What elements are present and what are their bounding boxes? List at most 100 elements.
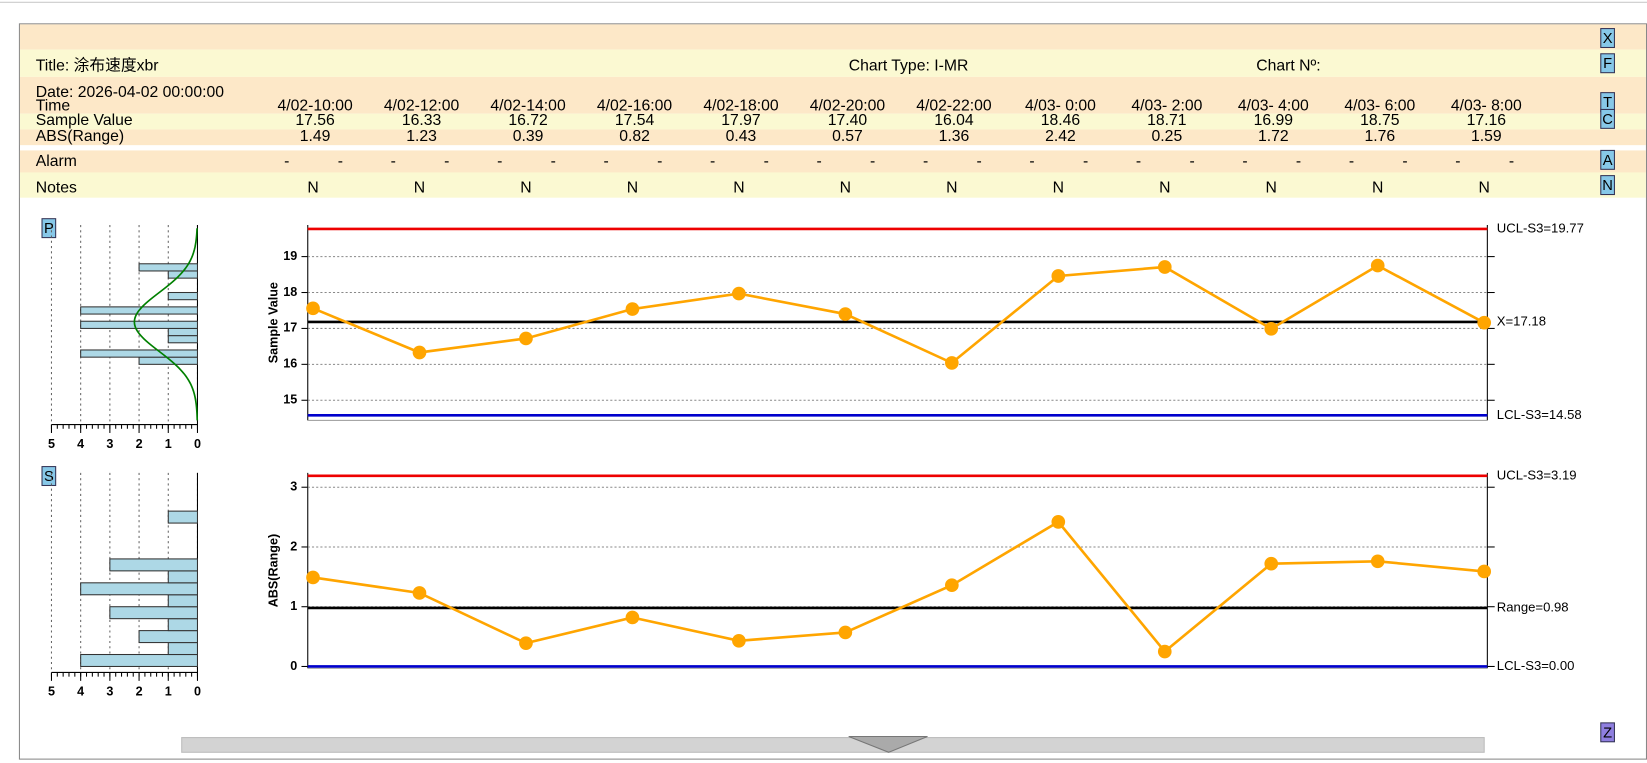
time-cell: 4/03- 4:00	[1238, 97, 1309, 114]
histogram-bar	[167, 327, 198, 337]
x-tick-label: 2	[136, 685, 143, 699]
time-cell: 4/03- 0:00	[1025, 97, 1096, 114]
button-face[interactable]	[1600, 149, 1615, 170]
data-point	[625, 302, 640, 316]
range-cell: 0.57	[832, 128, 863, 145]
row-band	[19, 76, 1646, 114]
alarm-cell: -	[1402, 153, 1407, 170]
histogram-bar	[109, 558, 198, 572]
x-tick-label: 4	[77, 437, 84, 451]
time-cell: 4/03- 8:00	[1451, 97, 1522, 114]
control-line-label: LCL-S3=14.58	[1497, 407, 1582, 422]
data-point	[1264, 321, 1279, 336]
normal-curve	[133, 228, 199, 421]
row-band	[19, 24, 1646, 50]
button-face[interactable]	[1600, 108, 1615, 129]
button[interactable]: F	[1600, 53, 1615, 74]
time-cell: 4/02-20:00	[810, 97, 886, 114]
series-line	[312, 520, 1485, 654]
data-point	[945, 578, 959, 593]
notes-cell: N	[1053, 179, 1064, 196]
button[interactable]: T	[1600, 92, 1615, 113]
notes-cell: N	[1372, 179, 1383, 196]
y-tick-label: 0	[290, 659, 297, 673]
notes-cell: N	[840, 179, 851, 196]
data-point	[838, 625, 853, 640]
button-face[interactable]	[41, 218, 57, 239]
alarm-cell: -	[870, 153, 875, 170]
control-line-label: X=17.18	[1497, 313, 1546, 328]
button[interactable]: N	[1600, 175, 1615, 196]
button-label[interactable]: A	[1603, 153, 1613, 169]
button-label[interactable]: F	[1603, 56, 1612, 72]
x-tick-label: 0	[194, 437, 201, 451]
time-cell: 4/03- 6:00	[1344, 97, 1415, 114]
alarm-cell: -	[1029, 153, 1034, 170]
alarm-cell: -	[764, 153, 769, 170]
button-label[interactable]: T	[1603, 95, 1612, 111]
notes-cell: N	[307, 179, 318, 196]
data-point	[412, 345, 427, 360]
button-label[interactable]: Z	[1603, 725, 1612, 741]
data-point	[1264, 556, 1279, 571]
x-tick-label: 3	[106, 685, 113, 699]
button-face[interactable]	[1600, 53, 1615, 74]
alarm-cell: -	[977, 153, 982, 170]
button-label[interactable]: X	[1603, 31, 1613, 47]
button[interactable]: A	[1600, 149, 1615, 170]
range-cell: 1.72	[1258, 128, 1289, 145]
histogram-bar	[167, 618, 198, 632]
sample-cell: 17.54	[615, 112, 655, 129]
button[interactable]: P	[41, 218, 57, 239]
x-tick-label: 0	[194, 685, 201, 699]
histogram-bar	[80, 582, 198, 596]
data-point	[1370, 554, 1385, 569]
button[interactable]: Z	[1600, 722, 1615, 743]
range-cell: 1.59	[1471, 128, 1502, 145]
sample-cell: 18.71	[1147, 112, 1186, 129]
notes-cell: N	[520, 179, 531, 196]
y-tick-label: 17	[283, 321, 297, 335]
data-point	[625, 610, 640, 625]
time-cell: 4/02-18:00	[703, 97, 779, 114]
button[interactable]: X	[1600, 28, 1615, 49]
button-face[interactable]	[1600, 28, 1615, 49]
row-band	[19, 129, 1646, 146]
button-label[interactable]: P	[44, 221, 54, 237]
sample-cell: 17.56	[295, 112, 335, 129]
alarm-cell: -	[923, 153, 928, 170]
data-point	[519, 331, 533, 346]
scrollbar[interactable]	[181, 737, 1485, 753]
data-point	[732, 633, 746, 648]
y-tick-label: 19	[283, 249, 297, 263]
button-label[interactable]: S	[44, 469, 54, 485]
histogram-bar	[80, 653, 198, 667]
button[interactable]: S	[41, 466, 57, 487]
range-cell: 0.25	[1152, 128, 1183, 145]
button-label[interactable]: C	[1602, 112, 1613, 128]
x-tick-label: 3	[106, 437, 113, 451]
alarm-cell: -	[1189, 153, 1194, 170]
histogram-bar	[167, 570, 198, 584]
alarm-cell: -	[1509, 153, 1514, 170]
sample-cell: 18.75	[1360, 112, 1400, 129]
histogram-bar	[167, 642, 198, 656]
button-face[interactable]	[1600, 722, 1615, 743]
alarm-cell: -	[710, 153, 715, 170]
button[interactable]: C	[1600, 108, 1615, 129]
row-label: Sample Value	[36, 112, 133, 129]
control-line-label: UCL-S3=3.19	[1497, 467, 1577, 482]
button-face[interactable]	[1600, 175, 1615, 196]
control-line-label: UCL-S3=19.77	[1497, 220, 1584, 235]
button-face[interactable]	[41, 466, 57, 487]
x-tick-label: 5	[48, 437, 55, 451]
scroll-handle[interactable]	[848, 736, 928, 753]
y-axis-label: Sample Value	[266, 282, 280, 363]
button-label[interactable]: N	[1602, 178, 1613, 194]
alarm-cell: -	[1349, 153, 1354, 170]
time-cell: 4/02-16:00	[597, 97, 673, 114]
y-tick-label: 2	[290, 539, 297, 553]
alarm-cell: -	[816, 153, 821, 170]
